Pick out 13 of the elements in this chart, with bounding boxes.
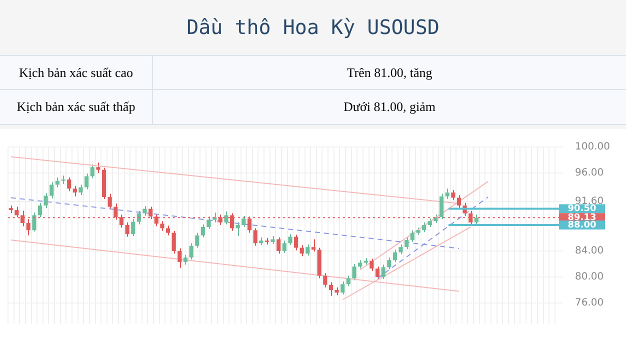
y-tick-label: 100.00 xyxy=(575,141,610,152)
ref-line-label: 89.13 xyxy=(568,212,596,222)
text: Kịch bản xác suất cao xyxy=(0,56,152,90)
y-tick-label: 84.00 xyxy=(575,245,604,256)
chart-title: Dầu thô Hoa Kỳ USOUSD xyxy=(0,0,626,55)
y-tick-label: 80.00 xyxy=(575,271,604,282)
ref-line-label: 90.50 xyxy=(568,204,596,214)
text: Dưới 81.00, giảm xyxy=(152,90,626,124)
y-tick-label: 96.00 xyxy=(575,167,604,178)
text: Kịch bản xác suất thấp xyxy=(0,90,152,124)
ref-line-label: 88.00 xyxy=(568,220,596,230)
y-tick-label: 76.00 xyxy=(575,297,604,308)
text: Trên 81.00, tăng xyxy=(152,56,626,90)
